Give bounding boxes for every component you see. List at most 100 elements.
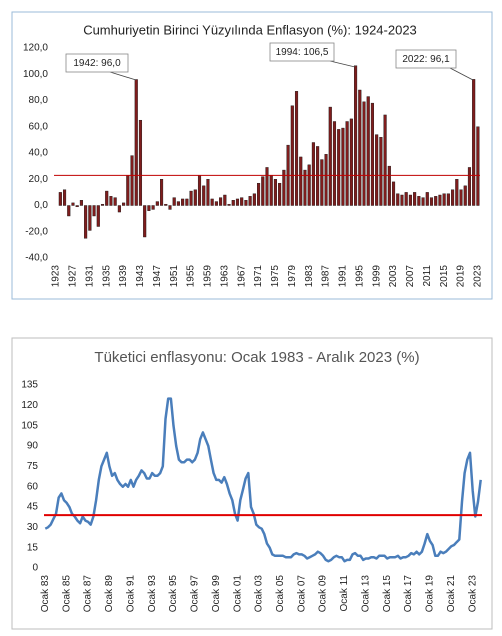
bar bbox=[130, 155, 134, 206]
bar bbox=[307, 164, 311, 206]
bar bbox=[160, 179, 164, 206]
x-tick-label: 1963 bbox=[219, 265, 230, 288]
x-tick-label: 1955 bbox=[186, 265, 197, 288]
x-tick-label: 1975 bbox=[270, 265, 281, 288]
y-tick-label: 0,0 bbox=[34, 200, 48, 211]
y-tick-label: 15 bbox=[27, 542, 39, 553]
y-tick-label: 75 bbox=[27, 461, 39, 472]
x-tick-label: Ocak 91 bbox=[125, 575, 136, 613]
bar bbox=[100, 203, 105, 206]
bar bbox=[375, 134, 379, 206]
bar bbox=[413, 192, 417, 206]
annotation-arrow bbox=[449, 67, 474, 81]
bar bbox=[151, 205, 155, 210]
bar bbox=[214, 201, 218, 206]
x-tick-label: Ocak 89 bbox=[104, 575, 115, 613]
bar bbox=[408, 194, 412, 206]
x-tick-label: 2003 bbox=[388, 265, 399, 288]
y-tick-label: 105 bbox=[21, 420, 38, 431]
bar bbox=[290, 105, 294, 206]
bar bbox=[168, 205, 172, 210]
line-series bbox=[44, 397, 482, 563]
bar bbox=[88, 205, 92, 231]
bar bbox=[383, 114, 387, 206]
bar bbox=[235, 198, 240, 206]
bar bbox=[185, 198, 189, 206]
bar bbox=[147, 205, 151, 211]
bar bbox=[231, 200, 235, 206]
bar bbox=[472, 79, 476, 206]
bar bbox=[442, 193, 446, 206]
x-tick-label: Ocak 85 bbox=[61, 575, 72, 613]
x-tick-label: 1967 bbox=[236, 265, 247, 288]
bar bbox=[303, 169, 307, 206]
bar bbox=[181, 198, 185, 206]
bar bbox=[206, 179, 210, 206]
bar bbox=[299, 156, 303, 206]
bar bbox=[176, 201, 180, 206]
y-tick-label: 90 bbox=[27, 441, 39, 452]
bar bbox=[219, 197, 223, 206]
y-tick-label: 60,0 bbox=[29, 121, 49, 132]
bar bbox=[400, 194, 404, 206]
x-tick-label: Ocak 19 bbox=[425, 575, 436, 613]
bar bbox=[244, 200, 248, 206]
x-tick-label: 1999 bbox=[371, 265, 382, 288]
chart-title: Cumhuriyetin Birinci Yüzyılında Enflasyo… bbox=[83, 22, 417, 37]
x-tick-label: Ocak 83 bbox=[40, 575, 51, 613]
bar bbox=[421, 197, 425, 206]
x-tick-label: 1943 bbox=[135, 265, 146, 288]
annotation-box bbox=[269, 42, 335, 62]
bar bbox=[193, 189, 197, 206]
y-tick-label: 135 bbox=[21, 380, 38, 391]
bar bbox=[438, 194, 442, 206]
y-tick-label: 45 bbox=[27, 502, 39, 513]
bar bbox=[75, 205, 79, 208]
y-tick-label: -20,0 bbox=[25, 226, 48, 237]
bar bbox=[223, 194, 227, 206]
bar bbox=[366, 96, 370, 206]
y-tick-label: 100,0 bbox=[23, 69, 48, 80]
x-tick-label: 1971 bbox=[253, 265, 264, 288]
x-tick-label: 2015 bbox=[439, 265, 450, 288]
bar bbox=[387, 165, 391, 206]
bar bbox=[67, 205, 71, 217]
y-tick-label: 0 bbox=[32, 563, 38, 574]
bar bbox=[316, 146, 320, 206]
y-tick-label: 60 bbox=[27, 481, 39, 492]
y-tick-label: 40,0 bbox=[29, 148, 49, 159]
bar bbox=[320, 159, 324, 206]
bar bbox=[96, 205, 100, 227]
x-tick-label: Ocak 87 bbox=[83, 575, 94, 613]
annotation-box bbox=[65, 53, 129, 73]
bar bbox=[261, 176, 265, 206]
bar bbox=[358, 89, 362, 206]
bar bbox=[451, 189, 455, 206]
x-tick-label: Ocak 17 bbox=[403, 575, 414, 613]
bar bbox=[197, 175, 202, 206]
annotation-box bbox=[395, 49, 457, 69]
bar bbox=[459, 189, 463, 206]
bar bbox=[476, 126, 480, 206]
bar bbox=[396, 193, 400, 206]
y-tick-label: 30 bbox=[27, 522, 39, 533]
bar bbox=[71, 202, 75, 206]
bar bbox=[341, 127, 345, 206]
bar bbox=[354, 65, 358, 206]
annotation: 1994: 106,5 bbox=[276, 47, 329, 58]
bar bbox=[134, 79, 138, 206]
x-tick-label: 1979 bbox=[287, 265, 298, 288]
annotation-arrow bbox=[109, 71, 137, 81]
bar bbox=[328, 106, 332, 206]
bar bbox=[467, 167, 472, 206]
bar bbox=[282, 169, 286, 206]
x-tick-label: Ocak 05 bbox=[275, 575, 286, 613]
bar bbox=[172, 197, 176, 206]
bar bbox=[324, 154, 328, 206]
x-tick-label: 1923 bbox=[51, 265, 62, 288]
bar bbox=[294, 91, 299, 206]
bar bbox=[434, 196, 438, 206]
bar bbox=[105, 190, 109, 206]
bar bbox=[332, 121, 337, 206]
